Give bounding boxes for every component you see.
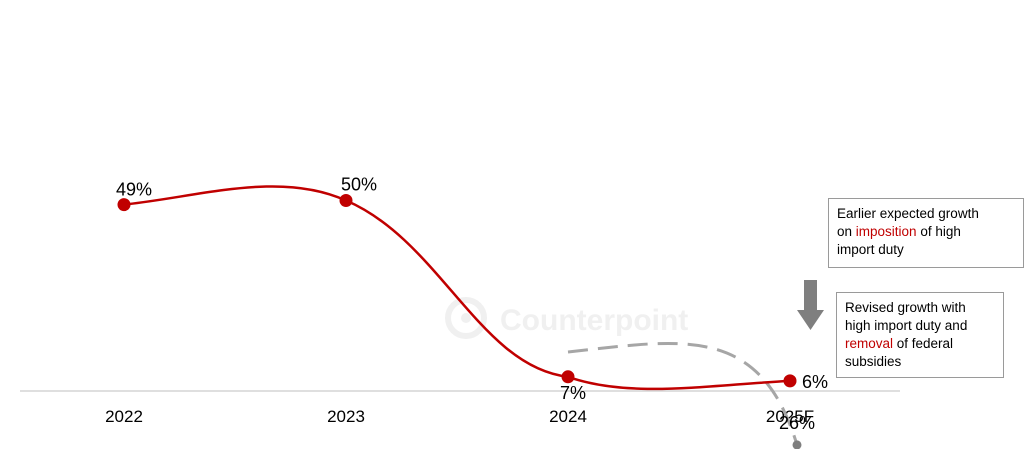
watermark-logo-dot-icon [461, 313, 471, 323]
callout-revised-line-2: high import duty and [845, 318, 968, 333]
callout-revised-line-4: subsidies [845, 354, 902, 369]
callout-revised-line-3: removal of federal [845, 335, 995, 353]
callout-revised-line-1: Revised growth with [845, 300, 966, 315]
callout-earlier-line-3: import duty [837, 242, 904, 257]
highlight-imposition: imposition [855, 224, 917, 239]
x-tick-2022: 2022 [105, 407, 143, 426]
down-arrow-icon [797, 280, 824, 330]
watermark-text: Counterpoint [500, 304, 688, 337]
callout-earlier-line-2: on imposition of high [837, 223, 1015, 241]
series-growth-point-2022 [117, 198, 131, 212]
x-tick-2025f: 2025F [766, 407, 814, 426]
series-earlier-expected-line [567, 341, 799, 446]
callout-earlier-line-1: Earlier expected growth [837, 206, 979, 221]
data-label-2022: 49% [116, 180, 152, 200]
data-label-2023: 50% [341, 175, 377, 195]
series-growth-point-2025f [783, 374, 797, 388]
x-tick-2023: 2023 [327, 407, 365, 426]
watermark: Counterpoint [445, 297, 688, 339]
series-growth-point-2023 [339, 194, 353, 207]
data-label-earlier-2025f: 26% [779, 413, 815, 433]
data-label-2024: 7% [560, 383, 586, 403]
callout-earlier-expected: Earlier expected growth on imposition of… [828, 198, 1024, 268]
callout-earlier-text-post: of high [916, 224, 961, 239]
series-growth-point-2024 [561, 370, 575, 384]
callout-earlier-text: on [837, 224, 856, 239]
callout-revised-growth: Revised growth with high import duty and… [836, 292, 1004, 378]
data-label-2025f: 6% [802, 372, 828, 392]
series-earlier-expected-point-2025f [792, 440, 802, 449]
series-growth-line [123, 185, 791, 391]
highlight-removal: removal [845, 336, 894, 351]
watermark-logo-icon [445, 297, 487, 339]
x-axis-ticks: 2022 2023 2024 2025F [105, 407, 814, 426]
callout-revised-text-post: of federal [893, 336, 954, 351]
x-tick-2024: 2024 [549, 407, 587, 426]
